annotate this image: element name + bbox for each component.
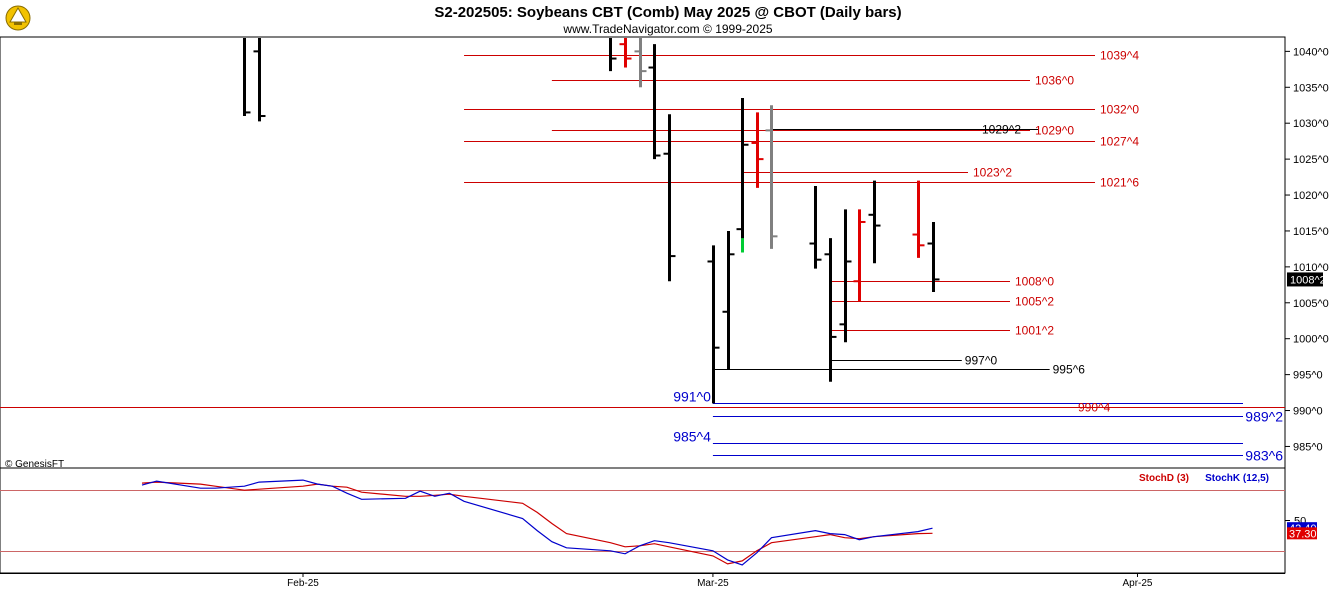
level-label: 1008^0 <box>1015 275 1054 289</box>
level-label: 1001^2 <box>1015 324 1054 338</box>
price-tick-label: 1010^0 <box>1293 262 1329 274</box>
level-label: 1039^4 <box>1100 49 1139 63</box>
price-tick-label: 990^0 <box>1293 406 1323 418</box>
ohlc-bar <box>839 209 852 343</box>
ohlc-bar <box>707 245 720 404</box>
stoch-d-last: 37.30 <box>1289 528 1317 540</box>
price-bars <box>243 38 940 404</box>
price-tick-label: 1035^0 <box>1293 82 1329 94</box>
time-axis: Feb-25 Mar-25 Apr-25 <box>287 573 1153 589</box>
level-label: 1023^2 <box>973 166 1012 180</box>
level-label: 1036^0 <box>1035 74 1074 88</box>
price-tick-label: 1040^0 <box>1293 46 1329 58</box>
price-tick-label: 1000^0 <box>1293 334 1329 346</box>
level-label: 1029^0 <box>1035 124 1074 138</box>
ohlc-bar <box>824 238 837 382</box>
price-tick-label: 985^0 <box>1293 441 1323 453</box>
ohlc-bar <box>868 180 881 264</box>
legend-stoch-k: StochK (12,5) <box>1205 473 1269 484</box>
level-label: 991^0 <box>673 389 711 405</box>
price-axis: 1040^0 1035^0 1030^0 1025^0 1020^0 1015^0 1010… <box>1285 46 1329 453</box>
price-tick-label: 1005^0 <box>1293 298 1329 310</box>
ohlc-bar <box>609 38 617 72</box>
price-tick-label: 1015^0 <box>1293 226 1329 238</box>
chart-subtitle: www.TradeNavigator.com © 1999-2025 <box>562 22 772 36</box>
price-tick-label: 1025^0 <box>1293 154 1329 166</box>
legend-stoch-d: StochD (3) <box>1139 473 1189 484</box>
ohlc-bar <box>663 114 676 282</box>
chart-title: S2-202505: Soybeans CBT (Comb) May 2025 … <box>434 4 901 21</box>
price-tick-label: 995^0 <box>1293 370 1323 382</box>
level-label: 1021^6 <box>1100 176 1139 190</box>
stoch-series-line-k <box>141 479 933 566</box>
watermark: © GenesisFT <box>5 459 64 470</box>
level-label: 983^6 <box>1245 448 1283 464</box>
level-label: 1005^2 <box>1015 295 1054 309</box>
last-price-label: 1008^2 <box>1290 274 1326 286</box>
stochastics-panel: 5042.4037.30 <box>0 479 1317 566</box>
level-label: 985^4 <box>673 429 711 445</box>
level-label: 995^6 <box>1053 363 1086 377</box>
trade-navigator-logo-icon <box>5 5 31 31</box>
ohlc-bar <box>619 38 632 68</box>
level-label: 1032^0 <box>1100 103 1139 117</box>
ohlc-bar <box>912 180 925 258</box>
ohlc-bar <box>648 44 661 160</box>
level-label: 997^0 <box>965 354 998 368</box>
price-tick-label: 1020^0 <box>1293 190 1329 202</box>
ohlc-bar <box>809 186 822 269</box>
ohlc-bar <box>751 112 764 188</box>
ohlc-bar <box>765 105 778 249</box>
price-tick-label: 1030^0 <box>1293 118 1329 130</box>
ohlc-bar <box>736 98 749 253</box>
ohlc-bar <box>634 38 647 88</box>
ohlc-bar <box>853 209 866 301</box>
ohlc-bar <box>722 230 735 370</box>
level-label: 990^4 <box>1078 401 1111 415</box>
time-tick-label: Mar-25 <box>697 578 729 589</box>
ohlc-bar <box>243 38 251 117</box>
level-label: 989^2 <box>1245 409 1283 425</box>
price-levels: 1039^4 1036^0 1032^0 1029^0 1029^2 1027^4 1023… <box>0 49 1285 464</box>
time-tick-label: Apr-25 <box>1122 578 1152 589</box>
last-price-badge <box>1287 272 1323 287</box>
stoch-d-badge <box>1287 527 1317 540</box>
ohlc-bar <box>927 221 940 293</box>
ohlc-bar <box>253 38 266 122</box>
stoch-series-line-d <box>141 481 933 565</box>
level-label: 1027^4 <box>1100 135 1139 149</box>
level-label: 1029^2 <box>982 123 1021 137</box>
time-tick-label: Feb-25 <box>287 578 319 589</box>
